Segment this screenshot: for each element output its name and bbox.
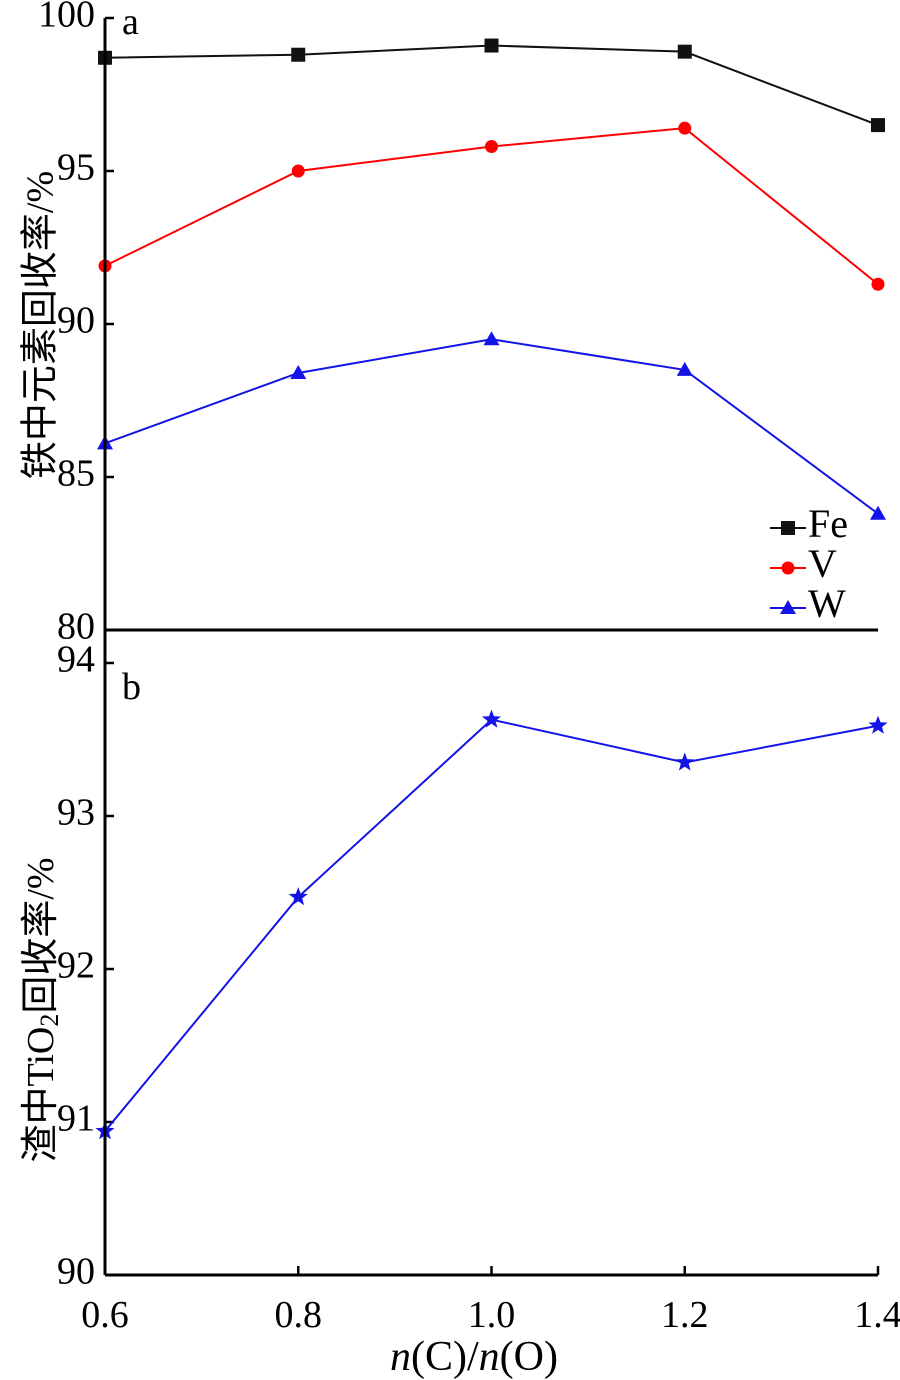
data-point-triangle	[676, 361, 693, 376]
data-point-star	[675, 752, 695, 771]
panel-a-ylabel: 铁中元素回收率/%	[20, 171, 62, 479]
y-tick-label: 80	[57, 606, 95, 648]
data-point-triangle	[870, 505, 886, 520]
data-point-square	[871, 118, 885, 133]
data-point-circle	[678, 121, 692, 135]
data-point-star	[482, 709, 501, 728]
data-point-star	[868, 715, 888, 734]
data-point-square	[781, 521, 795, 535]
legend-label: W	[808, 581, 846, 626]
x-tick-label: 1.4	[854, 1294, 900, 1336]
data-point-triangle	[483, 331, 500, 346]
series-line	[104, 338, 879, 515]
panel-a-yticks: 100 95 90 85 80	[38, 0, 114, 648]
data-point-triangle	[290, 364, 307, 379]
legend-item-w: W	[770, 581, 846, 626]
data-point-triangle	[780, 600, 796, 614]
series-w	[97, 331, 886, 520]
panel-b-series	[95, 709, 888, 1140]
data-point-circle	[291, 164, 305, 178]
legend-label: V	[808, 541, 837, 586]
y-tick-label: 85	[57, 453, 95, 495]
panel-b-yticks: 94 93 92 91 90	[57, 639, 114, 1293]
series-line	[104, 718, 879, 1132]
x-tick-label: 1.2	[661, 1294, 709, 1336]
data-point-star	[288, 887, 308, 906]
legend-label: Fe	[808, 501, 848, 546]
data-point-square	[291, 47, 306, 62]
y-tick-label: 95	[57, 147, 95, 189]
x-tick-label: 1.0	[468, 1294, 516, 1336]
panel-a-label: a	[122, 1, 139, 43]
axes	[103, 18, 878, 1277]
data-point-circle	[871, 277, 885, 291]
panel-b: b 渣中TiO2回收率/% 94 93 92 91 90 0.6 0.8 1.0 1.2 1.4…	[20, 639, 900, 1380]
data-point-circle	[485, 140, 498, 154]
data-point-square	[677, 44, 692, 59]
data-point-circle	[781, 561, 795, 575]
panel-a-series	[97, 38, 886, 520]
y-tick-label: 90	[57, 300, 95, 342]
series-fe	[98, 38, 885, 133]
y-tick-label: 94	[57, 639, 95, 681]
y-tick-label: 100	[38, 0, 95, 36]
data-point-square	[484, 38, 499, 53]
x-axis-label: n(C)/n(O)	[390, 1334, 558, 1380]
x-tick-label: 0.8	[275, 1294, 323, 1336]
y-tick-label: 91	[57, 1098, 95, 1140]
series-v	[98, 121, 885, 291]
series-tio2	[95, 709, 888, 1140]
panel-b-ylabel: 渣中TiO2回收率/%	[20, 857, 64, 1162]
series-line	[104, 44, 879, 127]
panel-b-label: b	[122, 666, 141, 708]
y-tick-label: 92	[57, 945, 95, 987]
x-tick-label: 0.6	[81, 1294, 129, 1336]
legend-item-fe: Fe	[770, 501, 848, 546]
y-tick-label: 90	[57, 1251, 95, 1293]
y-tick-label: 93	[57, 792, 95, 834]
legend-item-v: V	[770, 541, 837, 586]
